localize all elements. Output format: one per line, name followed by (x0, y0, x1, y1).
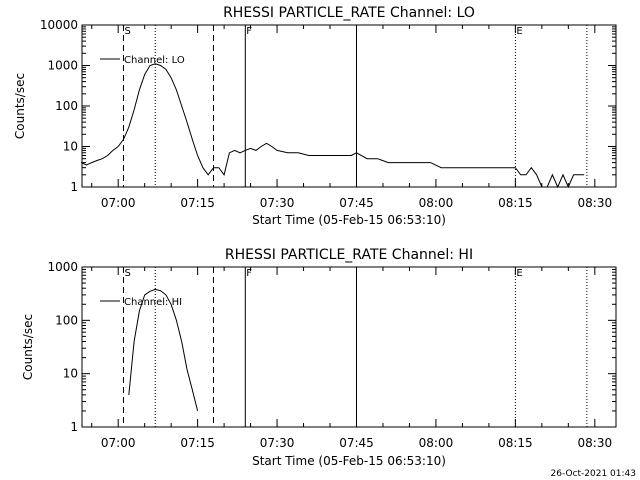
y-axis-label: Counts/sec (21, 314, 35, 380)
event-marker-label: E (516, 268, 522, 279)
event-marker-label: F (246, 26, 252, 37)
event-marker-label: E (516, 26, 522, 37)
x-tick-label: 07:30 (260, 196, 295, 210)
chart-title: RHESSI PARTICLE_RATE Channel: HI (225, 247, 473, 263)
y-tick-label: 1 (70, 420, 78, 434)
event-marker-label: F (246, 268, 252, 279)
x-tick-label: 08:30 (578, 196, 613, 210)
footer-timestamp: 26-Oct-2021 01:43 (551, 469, 636, 479)
x-tick-label: 07:45 (339, 196, 374, 210)
series-line (128, 288, 199, 412)
x-tick-label: 07:00 (101, 436, 136, 450)
x-tick-label: 07:45 (339, 436, 374, 450)
hi-channel-panel: RHESSI PARTICLE_RATE Channel: HI 1 10 100 10… (21, 247, 617, 468)
y-tick-label: 100 (55, 313, 78, 327)
y-tick-label: 1 (70, 180, 78, 194)
y-tick-label: 10000 (40, 18, 78, 32)
plot-frame (81, 266, 617, 428)
y-axis-label: Counts/sec (13, 73, 27, 139)
y-tick-label: 1000 (47, 59, 78, 73)
x-tick-label: 08:00 (419, 436, 454, 450)
x-tick-label: 07:00 (101, 196, 136, 210)
x-tick-label: 07:15 (180, 196, 215, 210)
legend-label: Channel: LO (124, 55, 185, 66)
x-axis-label: Start Time (05-Feb-15 06:53:10) (252, 213, 446, 227)
x-tick-label: 08:15 (498, 436, 533, 450)
lo-channel-panel: RHESSI PARTICLE_RATE Channel: LO 1 10 100 10… (13, 5, 617, 227)
x-tick-label: 07:15 (180, 436, 215, 450)
y-tick-label: 10 (63, 140, 78, 154)
x-tick-label: 08:00 (419, 196, 454, 210)
y-tick-label: 100 (55, 99, 78, 113)
plot-frame (81, 24, 617, 188)
chart-title: RHESSI PARTICLE_RATE Channel: LO (223, 5, 475, 21)
event-marker-label: S (124, 268, 130, 279)
x-tick-label: 08:15 (498, 196, 533, 210)
event-marker-label: S (124, 26, 130, 37)
y-tick-label: 1000 (47, 260, 78, 274)
x-tick-label: 07:30 (260, 436, 295, 450)
legend-label: Channel: HI (124, 297, 182, 308)
y-tick-label: 10 (63, 367, 78, 381)
x-axis-label: Start Time (05-Feb-15 06:53:10) (252, 454, 446, 468)
x-tick-label: 08:30 (578, 436, 613, 450)
series-line (80, 63, 585, 189)
